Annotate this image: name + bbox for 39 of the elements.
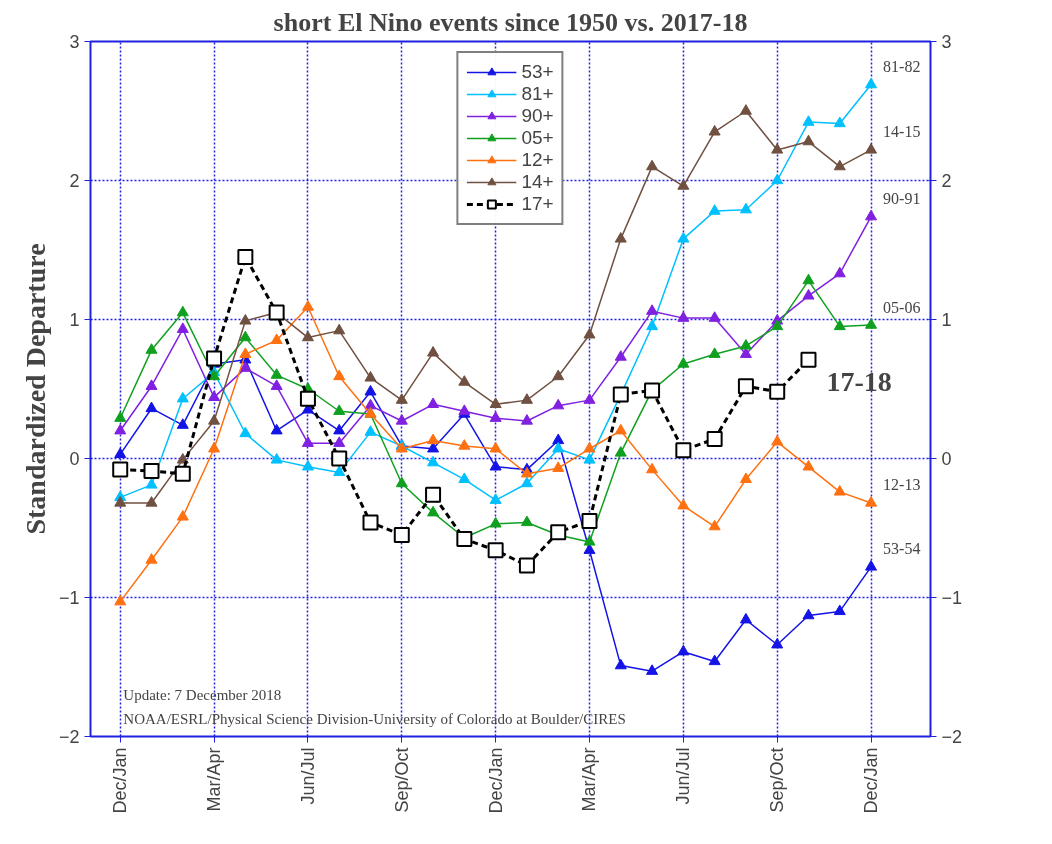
annotation: 53-54 <box>883 540 921 558</box>
y-tick-label: 3 <box>69 32 80 52</box>
x-tick-label: Dec/Jan <box>861 747 882 814</box>
annotation: 14-15 <box>883 123 921 141</box>
x-tick-label: Mar/Apr <box>579 747 600 812</box>
legend-label: 90+ <box>521 105 554 127</box>
legend-label: 14+ <box>521 171 554 193</box>
x-tick-label: Mar/Apr <box>204 747 225 812</box>
annotation: 17-18 <box>826 365 892 397</box>
y2-tick-label: −1 <box>941 588 963 608</box>
x-tick-label: Dec/Jan <box>485 747 506 814</box>
y-tick-label: −2 <box>58 727 80 747</box>
y-tick-label: 1 <box>69 310 80 330</box>
x-tick-label: Jun/Jul <box>673 747 694 805</box>
y-tick-label: 2 <box>69 171 80 191</box>
legend-label: 53+ <box>521 61 554 83</box>
x-tick-label: Sep/Oct <box>391 747 412 813</box>
annotation: 81-82 <box>883 58 921 76</box>
annotation: 90-91 <box>883 190 921 208</box>
legend-label: 81+ <box>521 83 554 105</box>
annotation: 05-06 <box>883 298 921 316</box>
y2-tick-label: −2 <box>941 727 963 747</box>
annotation: NOAA/ESRL/Physical Science Division-University of Colorado at Boulder/CIRES <box>123 710 626 727</box>
legend-label: 17+ <box>521 193 554 215</box>
x-tick-label: Sep/Oct <box>767 747 788 813</box>
y2-tick-label: 2 <box>941 171 952 191</box>
y2-tick-label: 1 <box>941 310 952 330</box>
y-axis-title: Standardized Departure <box>19 243 51 535</box>
legend-label: 12+ <box>521 149 554 171</box>
y2-tick-label: 0 <box>941 449 952 469</box>
annotation: Update: 7 December 2018 <box>123 686 282 703</box>
y-tick-label: 0 <box>69 449 80 469</box>
x-tick-label: Dec/Jan <box>110 747 131 814</box>
chart-title: short El Nino events since 1950 vs. 2017-18 <box>273 7 748 37</box>
x-tick-label: Jun/Jul <box>297 747 318 805</box>
y-tick-label: −1 <box>58 588 80 608</box>
legend-label: 05+ <box>521 127 554 149</box>
y2-tick-label: 3 <box>941 32 952 52</box>
annotation: 12-13 <box>883 476 921 494</box>
